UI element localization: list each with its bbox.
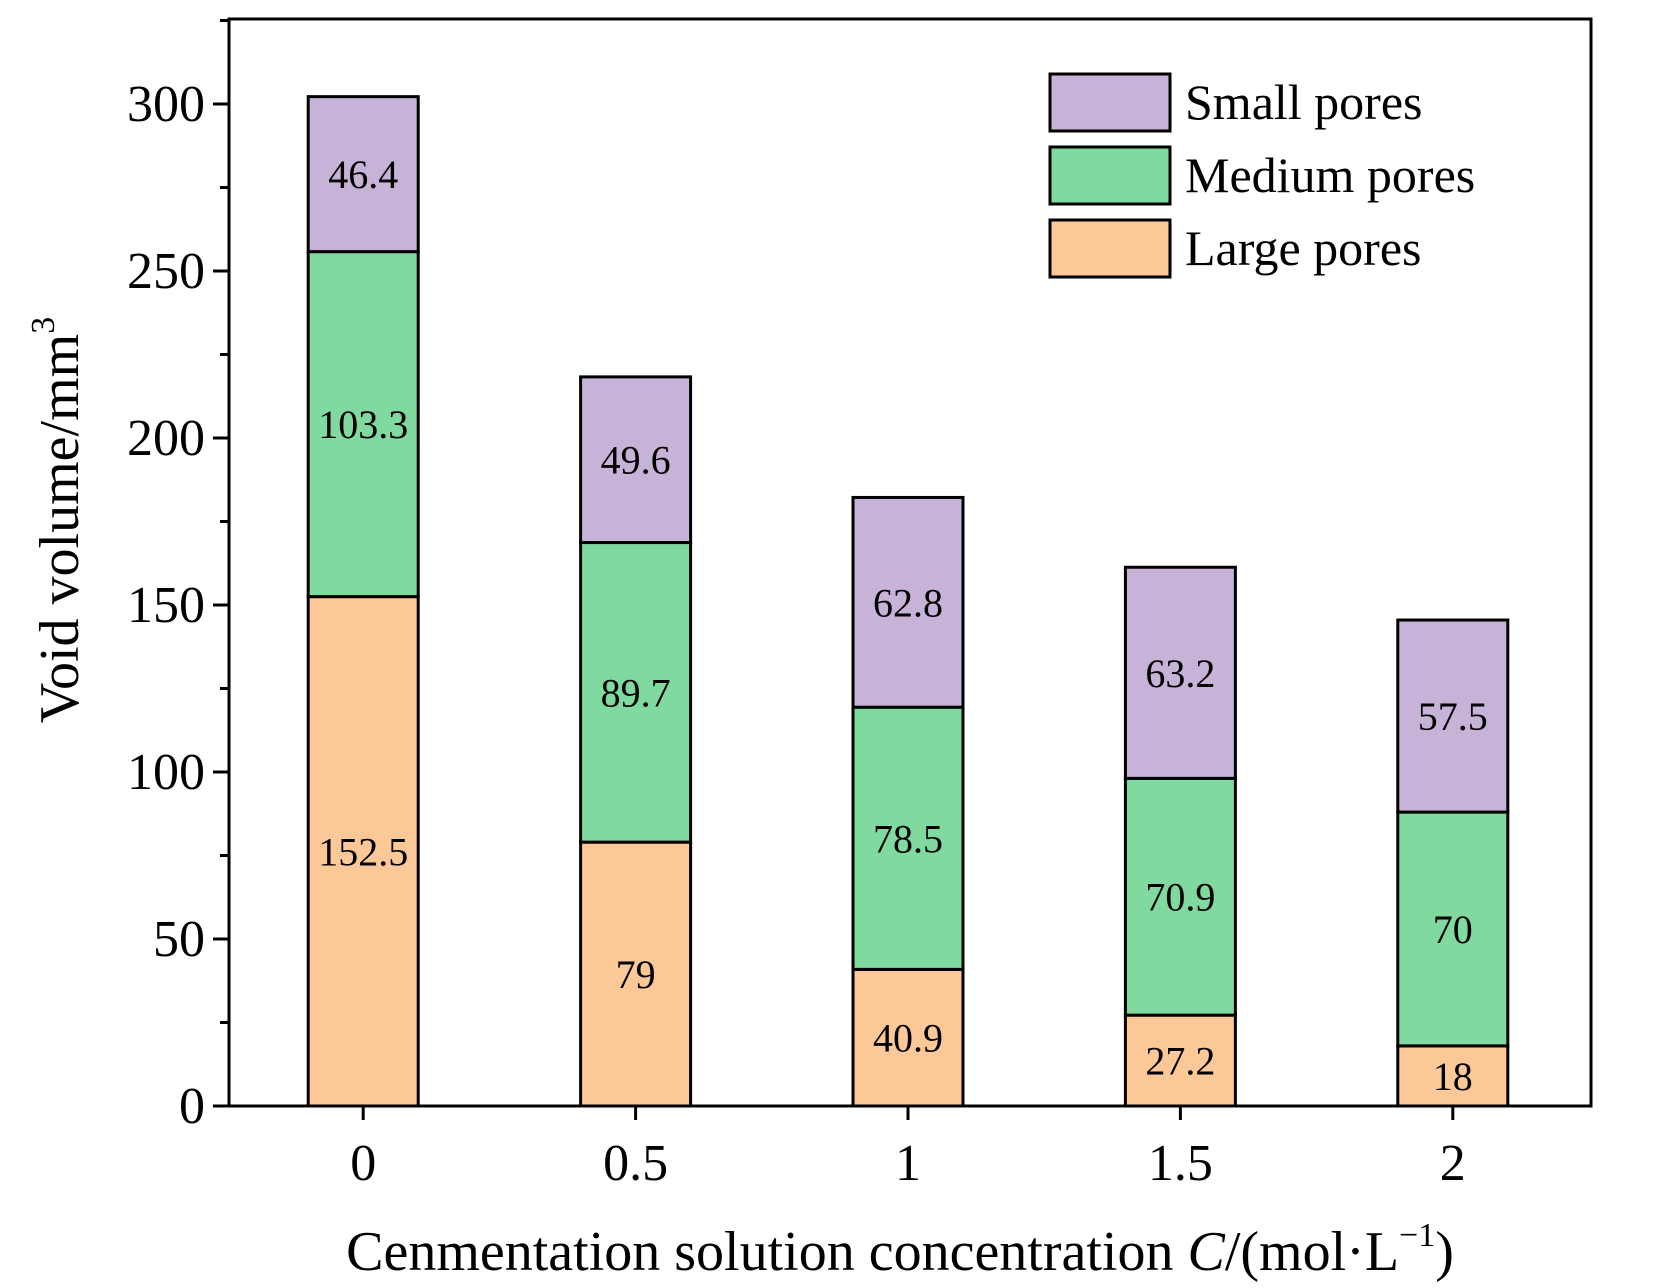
bar-value-label: 46.4 xyxy=(328,152,398,197)
bars-layer xyxy=(306,95,1510,1108)
legend-label: Small pores xyxy=(1185,74,1422,130)
legend-swatch-large-pores xyxy=(1048,218,1172,279)
y-axis: 0 50 100 150 200 250 300 xyxy=(127,19,229,1135)
bar-segment-medium-pores-0 xyxy=(306,250,420,599)
bar-value-label: 40.9 xyxy=(873,1016,943,1061)
legend-swatch-small-pores xyxy=(1048,72,1172,133)
bar-segment-small-pores-1 xyxy=(851,495,965,709)
bar-segment-large-pores-0 xyxy=(306,595,420,1108)
bar-segment-small-pores-0 xyxy=(306,95,420,254)
plot-frame xyxy=(227,17,1593,1108)
x-tick-label: 0.5 xyxy=(603,1135,668,1192)
bar-segment-small-pores-2 xyxy=(1396,618,1510,814)
bar-value-label: 70 xyxy=(1433,907,1473,952)
bar-value-label: 152.5 xyxy=(318,829,408,874)
bar-value-label: 89.7 xyxy=(601,670,671,715)
bar-segment-large-pores-0.5 xyxy=(579,840,693,1108)
bar-value-label: 78.5 xyxy=(873,816,943,861)
x-tick-label: 1.5 xyxy=(1148,1135,1213,1192)
bar-labels-layer: 152.5 103.3 46.4 79 89.7 49.6 40.9 78.5 62.8 27.2… xyxy=(318,152,1488,1099)
y-tick-label: 150 xyxy=(127,577,205,634)
bar-segment-medium-pores-0.5 xyxy=(579,541,693,844)
x-axis-title: Cenmentation solution concentration C/(m… xyxy=(346,1217,1454,1283)
bar-value-label: 63.2 xyxy=(1145,651,1215,696)
x-axis: 0 0.5 1 1.5 2 xyxy=(350,1106,1466,1192)
bar-value-label: 79 xyxy=(616,952,656,997)
bar-value-label: 103.3 xyxy=(318,402,408,447)
bar-segment-small-pores-1.5 xyxy=(1123,565,1237,780)
y-axis-title: Void volume/mm3 xyxy=(25,317,91,723)
x-tick-label: 1 xyxy=(895,1135,921,1192)
x-tick-label: 0 xyxy=(350,1135,376,1192)
legend: Small pores Medium pores Large pores xyxy=(1048,72,1475,279)
bar-value-label: 27.2 xyxy=(1145,1039,1215,1084)
y-tick-label: 50 xyxy=(153,911,205,968)
x-tick-label: 2 xyxy=(1440,1135,1466,1192)
bar-segment-large-pores-1.5 xyxy=(1123,1013,1237,1108)
y-tick-label: 100 xyxy=(127,744,205,801)
bar-value-label: 62.8 xyxy=(873,580,943,625)
y-tick-label: 200 xyxy=(127,410,205,467)
legend-label: Medium pores xyxy=(1185,147,1475,203)
bar-segment-medium-pores-1.5 xyxy=(1123,776,1237,1017)
bar-value-label: 70.9 xyxy=(1145,875,1215,920)
legend-label: Large pores xyxy=(1185,220,1421,276)
legend-swatch-medium-pores xyxy=(1048,145,1172,206)
bar-value-label: 18 xyxy=(1433,1054,1473,1099)
bar-value-label: 57.5 xyxy=(1418,694,1488,739)
y-tick-label: 300 xyxy=(127,76,205,133)
bar-segment-small-pores-0.5 xyxy=(579,375,693,545)
y-tick-label: 0 xyxy=(179,1078,205,1135)
bar-segment-medium-pores-1 xyxy=(851,705,965,971)
bar-value-label: 49.6 xyxy=(601,438,671,483)
y-tick-label: 250 xyxy=(127,243,205,300)
